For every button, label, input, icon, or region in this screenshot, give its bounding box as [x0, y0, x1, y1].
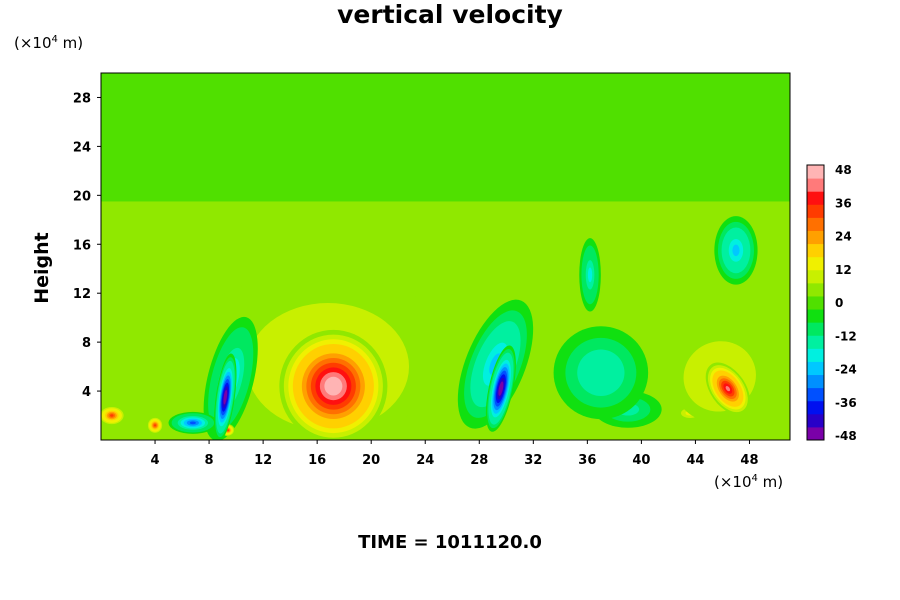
colorbar-label: -36 [835, 396, 857, 410]
colorbar-segment [807, 348, 824, 362]
y-tick-label: 20 [73, 189, 91, 204]
x-tick-label: 40 [632, 453, 650, 468]
contour-feature [485, 345, 516, 432]
contour-level [328, 381, 338, 391]
contour-level [226, 429, 229, 432]
contour-feature [146, 416, 164, 434]
colorbar-segment [807, 165, 824, 179]
colorbar-segment [807, 217, 824, 231]
contour-feature [279, 329, 388, 440]
x-axis-unit: (×104 m) [714, 473, 783, 491]
contour-level [589, 361, 613, 385]
x-unit-suffix: m) [757, 473, 784, 491]
plot-border [100, 72, 791, 441]
contour-feature [714, 216, 758, 285]
colorbar-segment [807, 400, 824, 415]
contour-feature [101, 244, 176, 392]
colorbar-segment [807, 256, 824, 271]
x-tick-label: 16 [308, 453, 326, 468]
contour-feature [101, 405, 126, 426]
y-tick-label: 12 [73, 287, 91, 302]
colorbar-segment [807, 426, 824, 441]
x-tick-label: 32 [524, 453, 542, 468]
colorbar-segment [807, 335, 824, 349]
x-tick-label: 48 [740, 453, 758, 468]
y-tick-label: 16 [73, 238, 91, 253]
contour-feature [553, 326, 649, 420]
contour-feature [614, 244, 723, 343]
contour-level [154, 424, 157, 427]
colorbar-segment [807, 295, 824, 310]
x-tick-label: 12 [254, 453, 272, 468]
colorbar-segment [807, 178, 824, 192]
chart-title: vertical velocity [337, 0, 563, 29]
x-tick-label: 4 [151, 453, 160, 468]
x-tick-label: 8 [205, 453, 214, 468]
x-tick-label: 28 [470, 453, 488, 468]
colorbar-label: 0 [835, 296, 843, 310]
x-tick-label: 20 [362, 453, 380, 468]
colorbar-label: -24 [835, 363, 857, 377]
colorbar-label: 12 [835, 263, 852, 277]
contour-level [224, 393, 227, 401]
colorbar-segment [807, 230, 824, 245]
y-tick-label: 4 [82, 385, 91, 400]
colorbar-segment [807, 387, 824, 402]
colorbar-segment [807, 191, 824, 205]
colorbar-segment [807, 204, 824, 218]
contour-level [725, 386, 731, 392]
colorbar-border [806, 164, 825, 441]
colorbar-label: 48 [835, 163, 852, 177]
x-tick-label: 44 [686, 453, 704, 468]
contour-level [587, 267, 593, 283]
colorbar-segment [807, 374, 824, 389]
plot-area [101, 73, 790, 440]
x-unit-prefix: (×10 [714, 473, 752, 491]
contour-feature [579, 238, 601, 312]
contour-feature [705, 362, 751, 415]
colorbar-segment [807, 243, 824, 258]
contour-level [114, 280, 156, 355]
y-tick-label: 28 [73, 91, 91, 106]
colorbar-segment [807, 322, 824, 336]
contour-level [732, 244, 740, 257]
x-tick-label: 36 [578, 453, 596, 468]
y-unit-suffix: m) [57, 34, 84, 52]
y-unit-exponent: 4 [51, 34, 58, 45]
colorbar-segment [807, 269, 824, 284]
contour-feature [214, 353, 237, 440]
y-tick-label: 8 [82, 336, 91, 351]
time-label: TIME = 1011120.0 [358, 532, 542, 553]
colorbar-label: -48 [835, 429, 857, 443]
colorbar-segment [807, 361, 824, 376]
colorbar-label: 24 [835, 230, 852, 244]
contour-level [614, 244, 723, 343]
y-tick-label: 24 [73, 140, 91, 155]
x-tick-label: 24 [416, 453, 434, 468]
colorbar-segment [807, 309, 824, 323]
colorbar-label: 36 [835, 196, 852, 210]
colorbar-segment [807, 413, 824, 428]
colorbar: 48 36 24 12 0 -12 -24 -36 -48 [806, 163, 857, 443]
x-unit-exponent: 4 [751, 473, 758, 484]
contour-level [189, 421, 196, 425]
y-unit-prefix: (×10 [14, 34, 52, 52]
colorbar-label: -12 [835, 329, 857, 343]
y-axis-unit: (×104 m) [14, 34, 83, 52]
contour-level [499, 385, 503, 393]
colorbar-segment [807, 282, 824, 297]
contour-feature [168, 411, 218, 434]
contour-level [110, 414, 114, 417]
